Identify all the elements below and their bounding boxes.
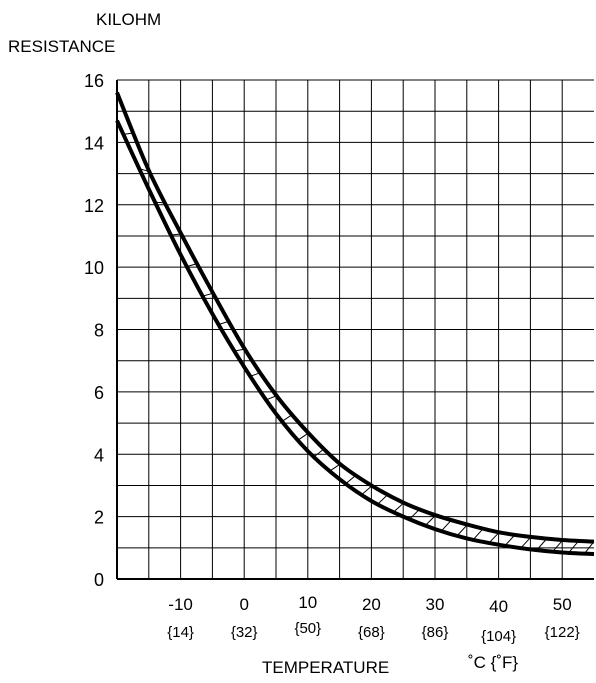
series-lines — [115, 91, 595, 557]
x-tick-label-f: {122} — [545, 624, 580, 641]
y-tick-label: 2 — [94, 508, 104, 528]
x-tick-label-c: 30 — [426, 595, 445, 614]
x-tick-label-f: {68} — [358, 624, 385, 641]
hatch-line — [393, 502, 405, 513]
x-tick-label-c: 0 — [239, 595, 248, 614]
lower-limit-curve — [115, 119, 595, 557]
x-tick-labels: -10 {14} 0 {32} 10 {50} 20 {68} 30 {86} 40 {104} 50 {… — [167, 593, 579, 645]
y-tick-label: 10 — [84, 258, 104, 278]
y-tick-label: 16 — [84, 71, 104, 91]
x-tick-label-c: -10 — [168, 595, 193, 614]
x-tick-label-c: 20 — [362, 595, 381, 614]
x-tick-label-f: {104} — [481, 628, 516, 645]
hatch-line — [361, 485, 373, 495]
tolerance-band — [123, 132, 595, 554]
hatch-line — [552, 539, 564, 552]
hatch-line — [456, 524, 468, 536]
y-axis-label-line2: RESISTANCE — [8, 37, 115, 56]
y-tick-label: 4 — [94, 445, 104, 465]
y-tick-label: 0 — [94, 570, 104, 590]
x-axis-unit: ˚C {˚F} — [468, 653, 518, 672]
hatch-line — [488, 531, 500, 544]
x-tick-label-c: 50 — [553, 595, 572, 614]
y-axis-label-line1: KILOHM — [96, 10, 161, 29]
hatch-line — [520, 536, 532, 549]
hatch-line — [425, 514, 436, 526]
x-tick-label-c: 40 — [489, 597, 508, 616]
x-tick-label-c: 10 — [298, 593, 317, 612]
x-tick-label-f: {86} — [422, 624, 449, 641]
hatch-line — [584, 541, 595, 554]
y-tick-label: 8 — [94, 321, 104, 341]
x-axis-label: TEMPERATURE — [262, 658, 389, 677]
x-tick-label-f: {50} — [294, 620, 321, 637]
x-tick-label-f: {32} — [231, 624, 258, 641]
y-tick-labels: 0 2 4 6 8 10 12 14 16 — [84, 71, 104, 590]
y-tick-label: 12 — [84, 196, 104, 216]
upper-limit-curve — [115, 91, 595, 544]
grid — [117, 79, 594, 580]
y-tick-label: 14 — [84, 133, 104, 153]
axes — [116, 80, 594, 580]
x-tick-label-f: {14} — [167, 624, 194, 641]
y-tick-label: 6 — [94, 383, 104, 403]
